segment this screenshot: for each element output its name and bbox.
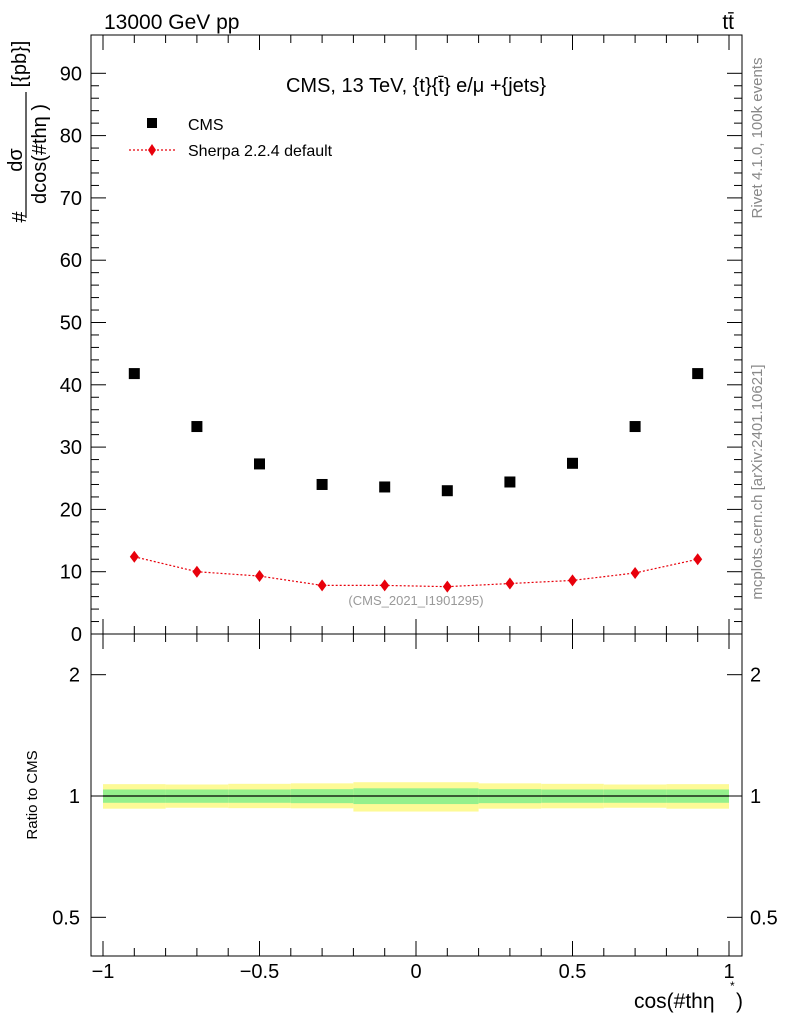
sherpa-point (317, 579, 327, 592)
x-label-close: ) (736, 990, 743, 1013)
ratio-y-tick-label: 1 (69, 786, 80, 808)
main-y-tick-label: 10 (60, 562, 82, 584)
sherpa-point (255, 570, 264, 583)
main-y-tick-label: 30 (60, 437, 82, 459)
ratio-x-tick-label: −1 (92, 961, 115, 983)
ratio-x-tick-label: −0.5 (240, 961, 279, 983)
sherpa-point (129, 550, 139, 563)
ratio-y-tick-label: 2 (69, 665, 80, 687)
sherpa-point (568, 574, 577, 587)
mcplots-label: mcplots.cern.ch [arXiv:2401.10621] (749, 364, 766, 599)
ratio-y-tick-label: 0.5 (52, 907, 80, 929)
rivet-version-label: Rivet 4.1.0, 100k events (749, 58, 766, 219)
main-x-ticks (102, 35, 730, 634)
main-y-tick-label: 90 (60, 63, 82, 85)
cms-point (629, 421, 641, 433)
chart-title: CMS, 13 TeV, {t}{t̄} e/μ +{jets} (286, 75, 546, 97)
sherpa-point (693, 553, 703, 566)
x-label-superscript: * (730, 979, 735, 993)
ratio-y-tick-label-right: 1 (750, 786, 761, 808)
main-y-tick-label: 50 (60, 313, 82, 335)
ratio-y-axis: 0.5 0.5 1 1 2 2 (52, 665, 778, 930)
cms-point (254, 458, 265, 470)
ratio-x-axis: −1 −0.5 0 0.5 1 (92, 634, 735, 983)
y-label-prefix: # (9, 211, 31, 223)
sherpa-point (442, 580, 452, 593)
legend-cms-label: CMS (188, 117, 224, 134)
y-label-numerator: dσ (5, 148, 27, 172)
legend-sherpa-label: Sherpa 2.2.4 default (188, 143, 333, 160)
sherpa-point (380, 579, 390, 592)
main-y-axis: 0 10 20 30 40 50 60 70 80 90 (60, 63, 742, 646)
legend-cms-marker (147, 118, 157, 128)
y-label-denominator: dcos(#thη ) (29, 104, 51, 204)
ratio-y-label: Ratio to CMS (24, 750, 41, 839)
sherpa-point (630, 566, 640, 579)
legend-sherpa-marker (148, 144, 156, 156)
cms-point (316, 478, 328, 490)
main-panel: 0 10 20 30 40 50 60 70 80 90 CMS, 13 TeV, {t}{t̄}… (5, 34, 743, 646)
sherpa-point (505, 577, 515, 590)
main-y-tick-label: 20 (60, 499, 82, 521)
cms-point (504, 476, 516, 488)
cms-point (191, 421, 203, 433)
cms-point (379, 481, 391, 493)
analysis-watermark: (CMS_2021_I1901295) (348, 593, 483, 608)
energy-label: 13000 GeV pp (104, 11, 239, 34)
ratio-y-tick-label-right: 2 (750, 665, 761, 687)
sherpa-line (134, 556, 698, 588)
ratio-y-tick-label-right: 0.5 (750, 907, 778, 929)
x-axis-label: cos(#thη * ) (634, 979, 743, 1013)
sherpa-series (129, 550, 703, 593)
x-label-main: cos(#thη (634, 990, 715, 1013)
ratio-uncertainty-bands (103, 782, 729, 812)
sherpa-point (192, 565, 202, 578)
main-y-tick-label: 80 (60, 126, 82, 148)
cms-series (128, 368, 704, 497)
process-label: tt̄ (722, 11, 734, 34)
legend: CMS Sherpa 2.2.4 default (129, 117, 333, 160)
ratio-panel: 0.5 0.5 1 1 2 2 −1 −0.5 0 0.5 1 Ratio to CMS cos(… (24, 633, 778, 1013)
main-y-tick-label: 40 (60, 375, 82, 397)
main-y-tick-label: 60 (60, 250, 82, 272)
cms-point (567, 457, 578, 469)
main-y-tick-label: 0 (71, 624, 82, 646)
cms-point (692, 368, 704, 380)
ratio-x-tick-label: 1 (723, 961, 734, 983)
main-y-axis-label: # dσ dcos(#thη ) [{pb}] (5, 41, 51, 223)
main-y-tick-label: 70 (60, 188, 82, 210)
ratio-x-tick-label: 0 (410, 961, 421, 983)
y-label-unit: [{pb}] (9, 41, 31, 88)
cms-point (128, 368, 140, 380)
ratio-x-tick-label: 0.5 (559, 961, 587, 983)
cms-point (441, 485, 453, 497)
